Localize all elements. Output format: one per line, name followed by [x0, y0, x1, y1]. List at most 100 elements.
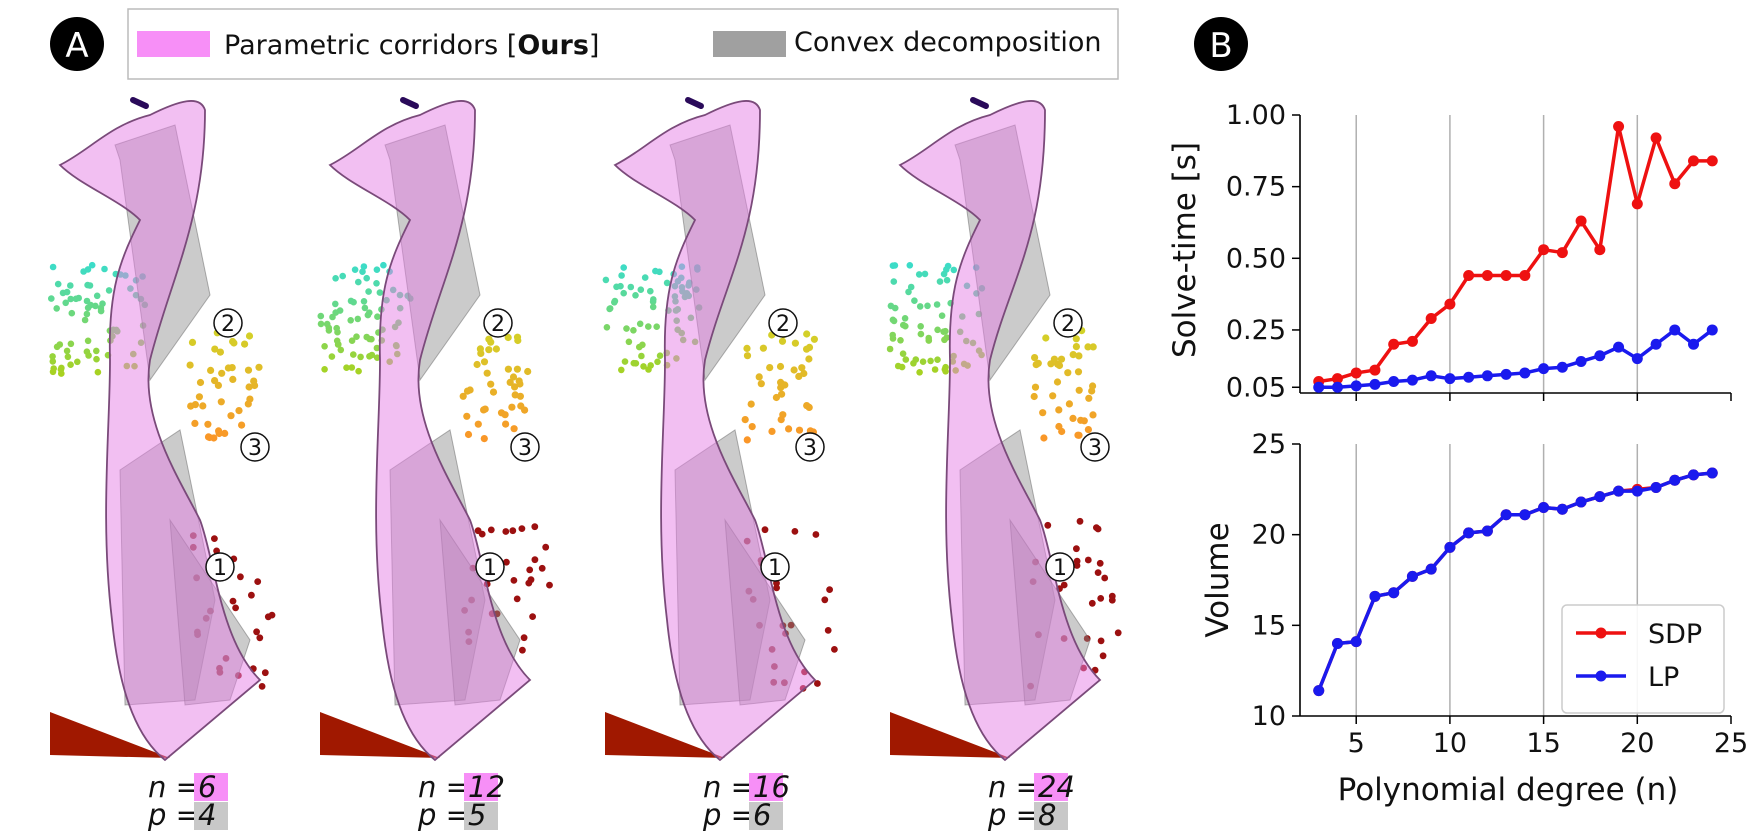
cloud-point [510, 425, 518, 433]
landmark-marker [240, 432, 270, 462]
cloud-point [317, 320, 325, 328]
cloud-point [188, 338, 197, 346]
cloud-point [238, 421, 246, 429]
cloud-point [524, 367, 532, 376]
cloud-point [1075, 386, 1083, 394]
floor-cloud [890, 712, 1010, 758]
cloud-point [1093, 524, 1100, 531]
cloud-point [332, 300, 339, 308]
cloud-point [916, 303, 924, 310]
bot-lp-point [1613, 485, 1625, 497]
cloud-point [795, 426, 804, 434]
cloud-point [940, 270, 948, 278]
cloud-point [1065, 400, 1073, 408]
cloud-point [355, 367, 362, 375]
cloud-point [502, 420, 510, 428]
cloud-point [254, 578, 262, 585]
cloud-point [1099, 652, 1107, 660]
legend-label-corridor: Parametric corridors [Ours] [224, 30, 599, 61]
bot-lp-point [1369, 590, 1381, 602]
cloud-point [508, 403, 516, 411]
bot-y-tick-label: 25 [1252, 429, 1286, 460]
legend-marker-lp [1595, 670, 1607, 682]
cloud-point [504, 365, 512, 373]
cloud-point [761, 526, 769, 534]
cloud-point [542, 543, 550, 551]
cloud-point [1108, 596, 1116, 604]
top-sdp-point [1425, 312, 1437, 324]
panel-a-legend: Parametric corridors [Ours] Convex decom… [127, 8, 1119, 80]
landmark-number: 2 [221, 312, 235, 337]
cloud-point [214, 381, 222, 389]
cloud-point [487, 338, 495, 346]
cloud-point [1094, 569, 1102, 576]
cloud-point [924, 302, 931, 310]
cloud-point [529, 613, 536, 620]
landmark-marker [205, 552, 235, 582]
cloud-point [917, 330, 925, 338]
cloud-point [798, 364, 806, 372]
cloud-point [936, 278, 944, 285]
cloud-point [49, 263, 57, 271]
cloud-point [67, 282, 74, 289]
top-lp-point [1594, 350, 1606, 362]
bot-y-tick-label: 10 [1252, 701, 1286, 732]
cloud-point [355, 278, 362, 286]
landmark-marker [1045, 552, 1075, 582]
top-lp-point [1631, 353, 1643, 365]
cloud-point [244, 366, 253, 374]
cloud-point [83, 310, 91, 318]
cloud-point [526, 566, 534, 574]
cloud-point [366, 353, 373, 360]
cloud-point [211, 345, 219, 353]
cloud-point [463, 412, 471, 420]
cloud-point [1069, 414, 1077, 422]
bot-lp-point [1650, 482, 1662, 494]
cloud-point [889, 316, 897, 324]
cloud-point [755, 373, 763, 381]
cloud-point [1034, 359, 1042, 367]
cloud-point [773, 584, 780, 592]
n-value-highlight [749, 773, 783, 801]
start-marker [130, 97, 149, 109]
cloud-point [1040, 434, 1048, 442]
cloud-point [373, 344, 381, 352]
top-sdp-point [1463, 269, 1475, 281]
cloud-point [509, 373, 518, 381]
cloud-point [317, 312, 325, 320]
bot-lp-point [1631, 485, 1643, 497]
cloud-point [1080, 417, 1088, 425]
top-lp-point [1706, 324, 1718, 336]
cloud-point [485, 346, 493, 354]
p-value: 4 [198, 798, 216, 832]
p-value: 5 [468, 798, 486, 832]
cloud-point [332, 275, 339, 282]
cloud-point [743, 436, 751, 444]
cloud-point [481, 405, 489, 413]
cloud-point [1084, 426, 1092, 434]
cloud-point [927, 357, 934, 365]
cloud-point [376, 289, 384, 296]
cloud-point [53, 343, 61, 351]
cloud-point [473, 360, 481, 369]
cloud-point [351, 266, 359, 274]
cloud-point [650, 296, 657, 303]
cloud-point [649, 303, 657, 311]
cloud-point [639, 341, 646, 349]
cloud-point [506, 378, 514, 386]
bot-lp-point [1313, 685, 1325, 697]
cloud-point [1031, 383, 1040, 391]
cloud-point [805, 355, 813, 363]
top-y-tick-label: 0.75 [1226, 172, 1286, 203]
cloud-point [63, 347, 71, 355]
cloud-point [1055, 406, 1063, 414]
cloud-point [897, 337, 904, 344]
cloud-point [623, 325, 630, 332]
landmark-number: 2 [491, 312, 505, 337]
bot-series-lp-line [1317, 471, 1713, 692]
cloud-point [92, 302, 99, 310]
bot-lp-point [1688, 469, 1700, 481]
cloud-point [373, 266, 381, 274]
